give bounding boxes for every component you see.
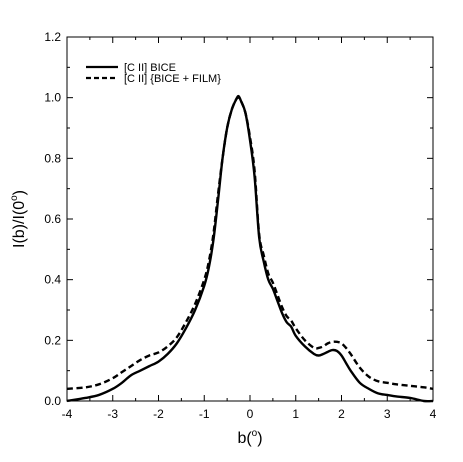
x-tick-label: 1 [292, 407, 299, 421]
x-tick-label: 3 [384, 407, 391, 421]
y-tick-label: 1.2 [44, 30, 61, 44]
legend: [C II] BICE [C II] {BICE + FILM} [86, 62, 221, 85]
x-tick-label: -2 [153, 407, 164, 421]
plot-frame [66, 36, 434, 402]
x-tick-label: 0 [247, 407, 254, 421]
x-axis-label: b(o) [237, 428, 262, 447]
y-axis-label-tail: ) [11, 190, 28, 195]
x-tick-label: 4 [430, 407, 437, 421]
x-tick-label: 2 [338, 407, 345, 421]
y-tick-label: 0.8 [44, 151, 61, 165]
y-axis-label-main: I(b)/I(0 [11, 201, 28, 248]
y-axis-label-sup: o [9, 195, 20, 201]
series-line-bice-film [66, 96, 434, 391]
x-tick-label: -1 [199, 407, 210, 421]
plot-area [66, 36, 434, 402]
y-tick-label: 0.6 [44, 212, 61, 226]
x-axis-label-main: b( [237, 430, 252, 447]
x-axis-label-tail: ) [257, 430, 262, 447]
y-tick-label: 0.4 [44, 273, 61, 287]
y-tick-label: 0.0 [44, 394, 61, 408]
x-tick-label: -3 [107, 407, 118, 421]
x-tick-label: -4 [62, 407, 73, 421]
legend-entry-bice: [C II] BICE [124, 62, 176, 74]
x-axis-label-sup: o [252, 428, 258, 439]
y-axis-label: I(b)/I(0o) [9, 190, 28, 248]
series-layer [66, 94, 434, 403]
y-tick-label: 1.0 [44, 91, 61, 105]
legend-entry-bice-film: [C II] {BICE + FILM} [124, 73, 221, 85]
y-tick-label: 0.2 [44, 333, 61, 347]
axis-ticks: -4 -3 -2 -1 0 1 2 3 4 0.0 0.2 0.4 0.6 0.8 1.0 1.2 [44, 30, 436, 421]
